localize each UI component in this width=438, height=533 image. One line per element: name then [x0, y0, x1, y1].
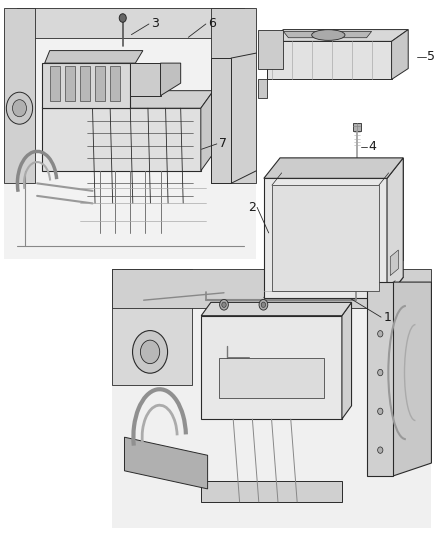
Polygon shape — [112, 269, 431, 308]
Polygon shape — [45, 51, 143, 63]
Circle shape — [378, 408, 383, 415]
Polygon shape — [283, 31, 371, 38]
Text: 1: 1 — [383, 311, 391, 324]
Polygon shape — [160, 63, 180, 96]
Polygon shape — [392, 29, 408, 79]
Polygon shape — [112, 269, 431, 528]
Polygon shape — [367, 282, 393, 476]
Polygon shape — [4, 8, 35, 183]
Polygon shape — [201, 481, 342, 502]
Text: 3: 3 — [151, 18, 159, 30]
Circle shape — [259, 300, 268, 310]
Polygon shape — [112, 269, 192, 385]
Polygon shape — [258, 29, 283, 69]
Polygon shape — [4, 8, 256, 259]
Polygon shape — [353, 123, 361, 131]
Polygon shape — [42, 63, 131, 108]
Polygon shape — [95, 66, 105, 101]
Polygon shape — [390, 250, 399, 276]
Text: 5: 5 — [427, 50, 435, 63]
Polygon shape — [42, 91, 213, 108]
Ellipse shape — [312, 30, 345, 41]
Polygon shape — [65, 66, 75, 101]
Polygon shape — [110, 66, 120, 101]
Circle shape — [261, 302, 265, 308]
Circle shape — [222, 302, 226, 308]
Circle shape — [378, 330, 383, 337]
Text: 2: 2 — [248, 201, 256, 214]
Polygon shape — [264, 277, 403, 298]
Polygon shape — [280, 158, 403, 260]
Polygon shape — [124, 437, 208, 489]
Polygon shape — [211, 58, 231, 183]
Polygon shape — [258, 79, 267, 98]
Circle shape — [219, 300, 228, 310]
Polygon shape — [264, 179, 387, 298]
Polygon shape — [17, 8, 244, 38]
Circle shape — [6, 92, 32, 124]
Circle shape — [378, 369, 383, 376]
Circle shape — [141, 340, 160, 364]
Polygon shape — [211, 8, 256, 183]
Polygon shape — [387, 158, 403, 298]
Polygon shape — [42, 108, 201, 171]
Polygon shape — [393, 282, 431, 476]
Polygon shape — [264, 158, 403, 179]
Circle shape — [12, 100, 26, 117]
Polygon shape — [201, 302, 352, 316]
Polygon shape — [201, 91, 213, 171]
Circle shape — [133, 330, 168, 373]
Polygon shape — [131, 63, 160, 96]
Polygon shape — [342, 302, 352, 419]
Text: 7: 7 — [219, 138, 227, 150]
Polygon shape — [49, 66, 60, 101]
Text: 4: 4 — [368, 140, 376, 153]
Text: 6: 6 — [208, 18, 216, 30]
Bar — [219, 358, 325, 398]
Polygon shape — [267, 29, 408, 42]
Polygon shape — [272, 185, 379, 291]
Polygon shape — [267, 42, 392, 79]
Circle shape — [378, 447, 383, 453]
Polygon shape — [201, 316, 342, 419]
Polygon shape — [80, 66, 90, 101]
Circle shape — [119, 14, 126, 22]
